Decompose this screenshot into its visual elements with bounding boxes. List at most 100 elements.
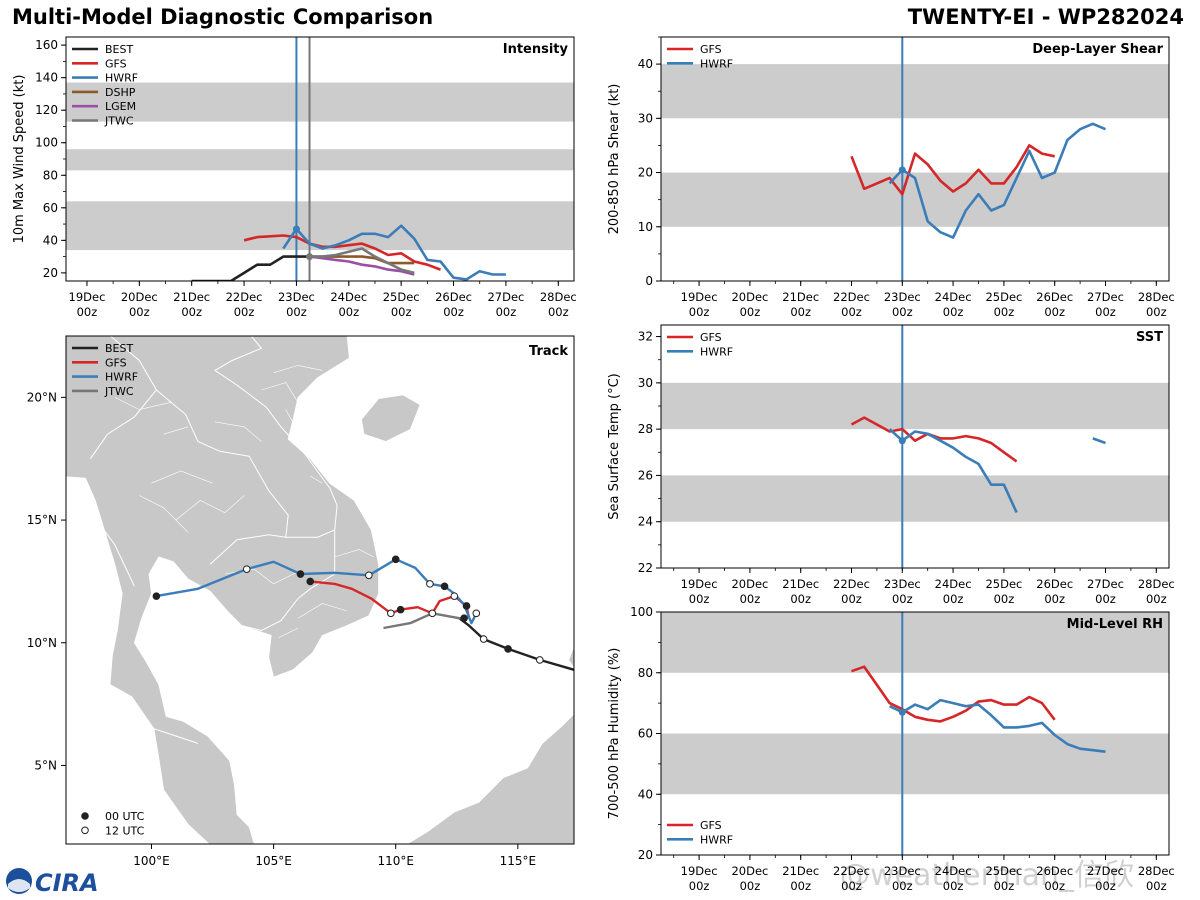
series-line-jtwc [309, 247, 415, 275]
series-line-lgem [309, 255, 415, 276]
panel-label: SST [1136, 330, 1163, 345]
palawan-tip [569, 647, 574, 668]
province-border [261, 382, 299, 403]
x-tick-label-hour: 00z [443, 305, 464, 319]
marker-legend-label: 00 UTC [105, 810, 145, 823]
country-border [156, 389, 335, 538]
x-tick-label-day: 20Dec [731, 864, 768, 878]
y-tick-label: 60 [43, 201, 58, 215]
x-tick-label-day: 19Dec [681, 290, 718, 304]
lon-tick-label: 105°E [255, 854, 292, 868]
track-point [504, 645, 512, 653]
x-tick-label-day: 25Dec [985, 864, 1022, 878]
x-tick-label-day: 25Dec [985, 290, 1022, 304]
x-tick-label-hour: 00z [740, 592, 761, 606]
province-border [175, 495, 245, 521]
track-point [387, 609, 395, 618]
x-tick-label-day: 24Dec [935, 577, 972, 591]
axes-frame [65, 335, 575, 845]
x-tick-label-hour: 00z [1095, 592, 1116, 606]
x-tick-label-hour: 00z [994, 879, 1015, 893]
y-tick-label: 120 [35, 103, 58, 117]
y-tick-label: 26 [638, 468, 653, 482]
y-tick-label: 40 [638, 57, 653, 71]
shaded-band [66, 82, 574, 122]
legend-label-dshp: DSHP [105, 86, 136, 99]
y-tick-label: 100 [630, 605, 653, 619]
x-tick-label-hour: 00z [1146, 879, 1167, 893]
x-tick-label-day: 22Dec [833, 577, 870, 591]
legend-label-gfs: GFS [700, 819, 722, 832]
x-tick-label-hour: 00z [841, 305, 862, 319]
legend-label-jtwc: JTWC [104, 115, 134, 128]
series-line-best [191, 255, 310, 281]
y-tick-label: 30 [638, 376, 653, 390]
province-border [310, 475, 323, 484]
marker-legend-label: 12 UTC [105, 824, 145, 837]
mainland-landmass [66, 336, 380, 844]
x-tick-label-day: 28Dec [1138, 864, 1175, 878]
x-tick-label-hour: 00z [841, 592, 862, 606]
x-tick-label-day: 25Dec [383, 290, 420, 304]
legend-label-hwrf: HWRF [700, 57, 733, 70]
series-line-hwrf [282, 224, 506, 281]
series-line-gfs [850, 144, 1055, 196]
x-tick-label-hour: 00z [689, 879, 710, 893]
province-border [163, 426, 189, 435]
shaded-band [66, 149, 574, 171]
lat-tick-label: 5°N [34, 758, 57, 772]
x-tick-label-hour: 00z [1095, 305, 1116, 319]
x-tick-label-day: 23Dec [278, 290, 315, 304]
x-tick-label-day: 19Dec [681, 864, 718, 878]
y-tick-label: 20 [638, 848, 653, 862]
cira-logo: CIRA [6, 868, 99, 896]
init-marker [898, 708, 906, 716]
legend-label-gfs: GFS [700, 43, 722, 56]
y-tick-label: 32 [638, 330, 653, 344]
x-tick-label-day: 27Dec [1087, 864, 1124, 878]
track-line-jtwc [383, 612, 465, 630]
province-border [114, 397, 172, 410]
x-tick-label-hour: 00z [1044, 592, 1065, 606]
init-marker [306, 253, 314, 261]
legend-label-best: BEST [105, 43, 133, 56]
init-marker [898, 166, 906, 174]
x-tick-label-day: 21Dec [782, 290, 819, 304]
x-tick-label-hour: 00z [740, 305, 761, 319]
marker-legend-symbol [81, 812, 89, 820]
country-border [89, 336, 158, 459]
x-tick-label-hour: 00z [181, 305, 202, 319]
track-line-hwrf [156, 558, 478, 625]
x-tick-label-hour: 00z [496, 305, 517, 319]
x-tick-label-day: 26Dec [1036, 577, 1073, 591]
x-tick-label-day: 26Dec [1036, 290, 1073, 304]
lat-tick-label: 10°N [27, 636, 57, 650]
watermark: @weatherman_信欣 [840, 858, 1135, 893]
province-border [334, 549, 374, 558]
x-tick-label-day: 21Dec [782, 577, 819, 591]
x-tick-label-day: 21Dec [173, 290, 210, 304]
country-border [209, 534, 286, 565]
x-tick-label-day: 22Dec [833, 290, 870, 304]
x-tick-label-hour: 00z [892, 305, 913, 319]
x-tick-label-day: 24Dec [935, 290, 972, 304]
shaded-band [661, 733, 1169, 795]
x-tick-label-hour: 00z [943, 592, 964, 606]
x-tick-label-hour: 00z [1044, 879, 1065, 893]
x-tick-label-hour: 00z [234, 305, 255, 319]
x-tick-label-hour: 00z [689, 592, 710, 606]
legend-label-jtwc: JTWC [104, 385, 134, 398]
track-point [536, 656, 544, 664]
x-tick-label-hour: 00z [689, 305, 710, 319]
track-point [450, 592, 459, 600]
x-tick-label-day: 21Dec [782, 864, 819, 878]
lat-tick-label: 20°N [27, 390, 57, 404]
y-tick-label: 24 [638, 515, 653, 529]
y-tick-label: 22 [638, 561, 653, 575]
x-tick-label-hour: 00z [943, 879, 964, 893]
x-tick-label-day: 20Dec [731, 290, 768, 304]
x-tick-label-hour: 00z [994, 305, 1015, 319]
x-tick-label-day: 23Dec [884, 290, 921, 304]
track-point [472, 609, 481, 618]
track-point [426, 580, 434, 588]
